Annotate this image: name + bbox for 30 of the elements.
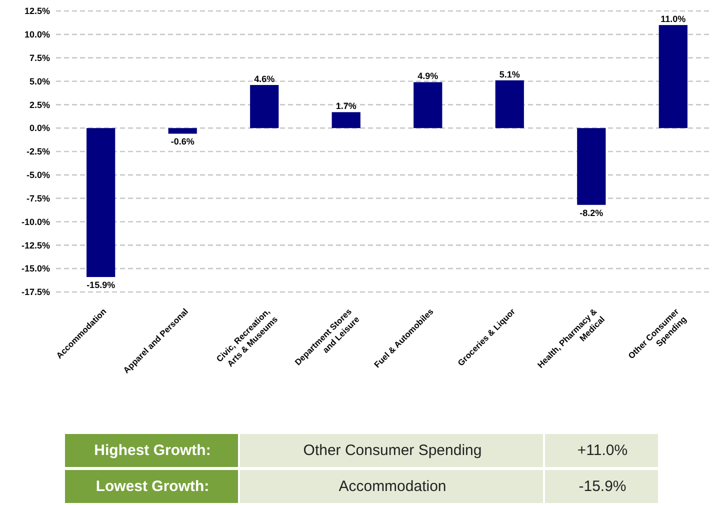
bar: [168, 128, 197, 134]
y-tick-label: -17.5%: [21, 287, 50, 298]
y-tick-label: 2.5%: [29, 100, 50, 110]
bar: [414, 82, 442, 128]
y-tick-label: 7.5%: [29, 52, 50, 63]
bar: [86, 128, 116, 278]
y-tick-label: 5.0%: [29, 76, 50, 86]
data-label: 4.6%: [254, 74, 275, 84]
data-label: 5.1%: [499, 69, 520, 80]
bar: [577, 128, 606, 205]
data-label: -0.6%: [170, 136, 194, 147]
y-tick-label: -15.0%: [21, 264, 50, 274]
summary-table: Highest Growth: Other Consumer Spending +11.0% Lowest Growth: Accommodation -15.9%: [65, 434, 658, 503]
y-tick-label: -7.5%: [26, 193, 50, 204]
data-label: 4.9%: [418, 71, 438, 82]
bar: [495, 80, 524, 128]
bar: [250, 84, 279, 128]
y-tick-label: -5.0%: [26, 170, 50, 180]
y-tick-label: -10.0%: [21, 216, 50, 227]
y-tick-label: 12.5%: [24, 6, 50, 16]
y-tick-label: 0.0%: [29, 123, 50, 134]
data-label: -15.9%: [86, 280, 116, 290]
data-label: 11.0%: [660, 14, 686, 24]
bar: [658, 25, 688, 128]
data-label: -8.2%: [580, 208, 604, 218]
bar: [332, 112, 360, 128]
y-tick-label: -12.5%: [21, 240, 50, 250]
data-label: 1.7%: [336, 101, 356, 112]
y-tick-label: 10.0%: [24, 30, 50, 40]
y-tick-label: -2.5%: [26, 146, 50, 157]
